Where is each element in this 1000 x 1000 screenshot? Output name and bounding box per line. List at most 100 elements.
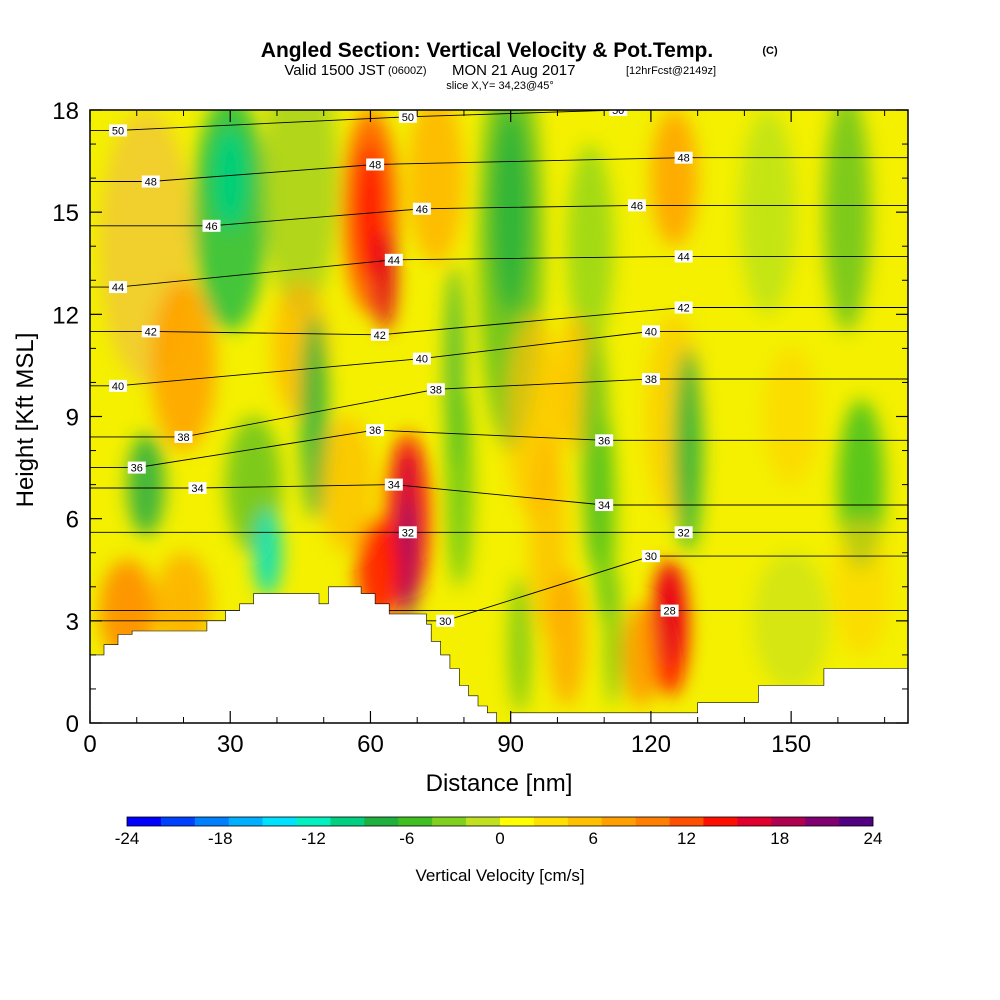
contour-label-bg [412,352,431,365]
contour-label-text: 46 [205,221,217,233]
y-tick-label: 12 [52,302,79,329]
x-tick-label: 30 [217,731,244,758]
contour-label: 36 [366,424,385,437]
contour-label-bg [609,110,628,116]
contour-label-bg [127,461,146,474]
contour-label-text: 36 [598,435,610,447]
x-tick-label: 60 [357,731,384,758]
x-axis-label: Distance [nm] [426,770,573,797]
contour-label-bg [398,526,417,539]
contour-label: 38 [641,373,660,386]
contour-label-bg [595,499,614,512]
colorbar-swatch [364,817,399,826]
velocity-cell [319,416,376,553]
velocity-cell [548,569,586,706]
contour-label-text: 42 [374,330,386,342]
contour-label-bg [398,110,417,123]
y-tick-label: 3 [66,609,79,636]
contour-label-text: 42 [145,326,157,338]
contour-label: 38 [174,430,193,444]
contour-label-bg [109,124,128,137]
contour-label-bg [412,202,431,215]
colorbar-tick-label: 0 [495,829,504,848]
y-tick-label: 0 [66,711,79,738]
contour-label-text: 40 [112,381,124,393]
contour-label-text: 38 [645,374,657,386]
contour-label-text: 32 [678,527,690,539]
velocity-cell [650,110,698,247]
velocity-cell [127,433,165,536]
velocity-cell [211,127,249,230]
colorbar-swatch [839,817,874,826]
contour-label: 44 [384,253,403,267]
velocity-cell [674,348,703,553]
contour-label-text: 48 [369,159,381,171]
colorbar-swatch [296,817,331,826]
contour-label: 46 [412,202,431,216]
contour-label: 40 [109,379,128,393]
contour-label: 32 [674,526,693,539]
contour-label-text: 32 [402,527,414,539]
velocity-cell [262,110,338,315]
contour-label-bg [674,301,693,314]
contour-label-text: 50 [112,125,124,137]
velocity-cell [833,518,890,655]
contour-label-text: 36 [131,463,143,475]
contour-label-text: 38 [430,384,442,396]
colorbar-swatch [330,817,365,826]
contour-label: 50 [398,110,417,124]
contour-label: 42 [674,301,693,315]
contour-label: 44 [674,250,693,263]
contour-label-text: 38 [177,432,189,444]
velocity-cell [739,110,796,315]
colorbar [126,816,874,827]
contour-label-text: 34 [191,483,203,495]
contour-label: 50 [109,124,128,137]
contour-label-text: 48 [678,153,690,165]
x-tick-label: 0 [83,731,96,758]
velocity-cell [604,569,623,706]
contour-label-text: 48 [145,177,157,189]
velocity-cell [253,508,282,597]
colorbar-frame [126,816,874,827]
colorbar-swatch [160,817,196,826]
contour-label-bg [674,526,693,539]
y-axis-label: Height [Kft MSL] [12,333,39,508]
contour-label-bg [426,383,445,396]
colorbar-tick-label: 24 [864,829,883,848]
colorbar-swatch [262,817,297,826]
contour-label-text: 46 [416,204,428,216]
subtitle-utc: (0600Z) [388,65,427,77]
contour-label-text: 34 [388,480,400,492]
contour-label-bg [641,550,660,563]
colorbar-ticks: -24 -18 -12 -6 0 6 12 18 24 [115,829,883,848]
contour-label-bg [627,199,646,212]
contour-label: 40 [641,325,660,338]
x-axis: 0 30 60 90 120 150 [83,110,886,758]
colorbar-tick-label: 12 [677,829,696,848]
colorbar-tick-label: 6 [589,829,598,848]
contour-label-text: 34 [598,500,610,512]
contour-label-bg [674,250,693,263]
colorbar-swatch [805,817,840,826]
contour-label: 36 [595,434,614,447]
colorbar-swatch [398,817,433,826]
colorbar-tick-label: 18 [770,829,789,848]
contour-label: 30 [641,550,660,563]
colorbar-swatch [194,817,230,826]
subtitle-date: MON 21 Aug 2017 [452,62,575,79]
contour-label-text: 40 [416,354,428,366]
colorbar-swatch [567,817,603,826]
velocity-cell [566,144,614,349]
contour-label-bg [174,430,193,443]
velocity-cell [753,552,829,689]
x-tick-label: 90 [497,731,524,758]
velocity-cell [592,416,616,621]
contour-label: 50 [609,110,628,117]
plot-area: 50 50 50 48 48 48 46 46 46 44 44 44 42 42 42 40 40 40 38 38… [90,110,908,723]
contour-label-bg [109,379,128,392]
y-tick-label: 18 [52,98,79,125]
contour-label-text: 44 [388,255,400,267]
colorbar-swatch [601,817,636,826]
